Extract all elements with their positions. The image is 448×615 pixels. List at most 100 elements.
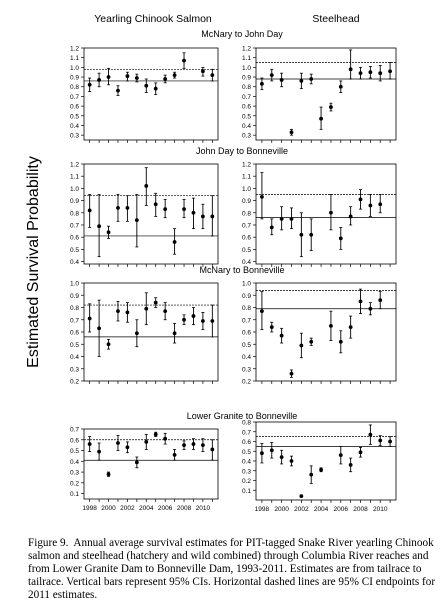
estimate-point bbox=[309, 472, 314, 477]
estimate-point bbox=[368, 70, 373, 75]
estimate-point bbox=[269, 325, 274, 329]
estimate-point bbox=[338, 236, 343, 241]
x-tick-label: 2002 bbox=[294, 506, 309, 513]
estimate-point bbox=[97, 326, 101, 331]
estimate-point bbox=[134, 460, 139, 465]
estimate-point bbox=[182, 58, 186, 63]
y-tick-label: 0.3 bbox=[70, 366, 79, 373]
estimate-point bbox=[87, 82, 92, 87]
y-tick-label: 0.5 bbox=[70, 448, 79, 455]
estimate-point bbox=[338, 339, 343, 344]
y-tick-label: 0.3 bbox=[242, 468, 251, 475]
panel-frame bbox=[255, 47, 397, 141]
estimate-point bbox=[201, 69, 205, 74]
panel-frame bbox=[83, 163, 219, 265]
estimate-point bbox=[125, 445, 130, 450]
estimate-point bbox=[134, 331, 139, 336]
estimate-point bbox=[125, 74, 130, 78]
panel-title: McNary to John Day bbox=[201, 29, 283, 39]
estimate-point bbox=[260, 81, 264, 86]
estimate-point bbox=[144, 184, 149, 188]
x-tick-label: 2006 bbox=[334, 506, 349, 513]
y-tick-label: 1.2 bbox=[70, 162, 79, 169]
y-tick-label: 1.2 bbox=[242, 162, 251, 169]
panel-frame bbox=[255, 421, 397, 501]
y-tick-label: 0.4 bbox=[70, 259, 79, 266]
estimate-point bbox=[134, 218, 139, 222]
y-tick-label: 0.1 bbox=[242, 488, 251, 495]
y-tick-label: 0.6 bbox=[70, 437, 79, 444]
y-tick-label: 0.3 bbox=[242, 366, 251, 373]
panel-frame bbox=[255, 163, 397, 265]
estimate-point bbox=[388, 69, 392, 74]
x-tick-label: 2000 bbox=[101, 505, 116, 512]
estimate-point bbox=[378, 202, 383, 207]
panel-4: McNary to Bonneville 0.2 0.3 0.4 0.5 0.6 0.7 0.… bbox=[70, 265, 285, 386]
y-tick-label: 1.0 bbox=[242, 186, 251, 193]
y-tick-label: 0.8 bbox=[242, 210, 251, 217]
estimate-point bbox=[289, 371, 294, 376]
y-tick-label: 0.9 bbox=[70, 293, 79, 300]
y-tick-label: 0.4 bbox=[242, 123, 251, 130]
x-tick-label: 2008 bbox=[177, 505, 192, 512]
y-tick-label: 0.3 bbox=[242, 133, 251, 140]
y-tick-label: 0.4 bbox=[70, 459, 79, 466]
estimate-point bbox=[329, 105, 333, 109]
y-tick-label: 1.1 bbox=[242, 55, 251, 62]
estimate-point bbox=[348, 325, 353, 329]
y-tick-label: 0.6 bbox=[70, 330, 79, 337]
y-tick-label: 0.3 bbox=[70, 133, 79, 140]
estimate-point bbox=[279, 455, 284, 459]
estimate-point bbox=[116, 206, 120, 210]
x-tick-label: 2000 bbox=[274, 506, 289, 513]
estimate-point bbox=[368, 432, 373, 437]
x-tick-label: 2004 bbox=[139, 505, 154, 512]
estimate-point bbox=[260, 309, 264, 314]
estimate-point bbox=[338, 453, 343, 458]
y-tick-label: 1.0 bbox=[70, 281, 79, 288]
estimate-point bbox=[378, 298, 383, 303]
estimate-point bbox=[144, 83, 149, 88]
estimate-point bbox=[309, 232, 314, 237]
estimate-point bbox=[269, 448, 274, 453]
caption-label: Figure 9. bbox=[28, 537, 69, 549]
estimate-point bbox=[106, 75, 111, 79]
estimate-point bbox=[319, 467, 323, 472]
survival-figure: Yearling Chinook Salmon Steelhead Estima… bbox=[25, 13, 397, 513]
estimate-point bbox=[163, 207, 168, 212]
estimate-point bbox=[338, 84, 343, 89]
y-axis-label: Estimated Survival Probability bbox=[25, 156, 42, 368]
y-tick-label: 0.2 bbox=[70, 379, 79, 386]
estimate-point bbox=[319, 116, 323, 121]
estimate-point bbox=[125, 206, 130, 210]
estimate-point bbox=[299, 232, 304, 237]
y-tick-label: 0.4 bbox=[70, 354, 79, 361]
y-tick-label: 0.8 bbox=[70, 305, 79, 312]
estimate-point bbox=[153, 300, 158, 305]
panel-frame bbox=[83, 47, 219, 141]
estimate-point bbox=[358, 71, 363, 76]
col-header-chinook: Yearling Chinook Salmon bbox=[94, 13, 212, 25]
y-tick-label: 0.7 bbox=[242, 317, 251, 324]
y-tick-label: 1.2 bbox=[70, 46, 79, 53]
estimate-point bbox=[201, 319, 205, 323]
panel-3: 0.4 0.5 0.6 0.7 0.8 0.9 1.0 1.1 1.2 bbox=[242, 162, 397, 267]
y-tick-label: 1.1 bbox=[70, 55, 79, 62]
y-tick-label: 0.2 bbox=[242, 379, 251, 386]
estimate-point bbox=[348, 214, 353, 219]
estimate-point bbox=[358, 299, 363, 304]
estimate-point bbox=[210, 319, 215, 323]
y-tick-label: 0.9 bbox=[242, 198, 251, 205]
y-tick-label: 0.4 bbox=[70, 123, 79, 130]
y-tick-label: 1.0 bbox=[70, 186, 79, 193]
estimate-point bbox=[106, 230, 111, 235]
estimate-point bbox=[309, 77, 314, 81]
estimate-point bbox=[299, 494, 304, 498]
figure-caption: Figure 9. Annual average survival estima… bbox=[28, 537, 440, 602]
y-tick-label: 0.6 bbox=[242, 439, 251, 446]
estimate-point bbox=[87, 442, 92, 446]
estimate-point bbox=[153, 432, 158, 437]
estimate-point bbox=[172, 331, 177, 336]
estimate-point bbox=[97, 224, 101, 229]
y-tick-label: 0.6 bbox=[242, 104, 251, 111]
